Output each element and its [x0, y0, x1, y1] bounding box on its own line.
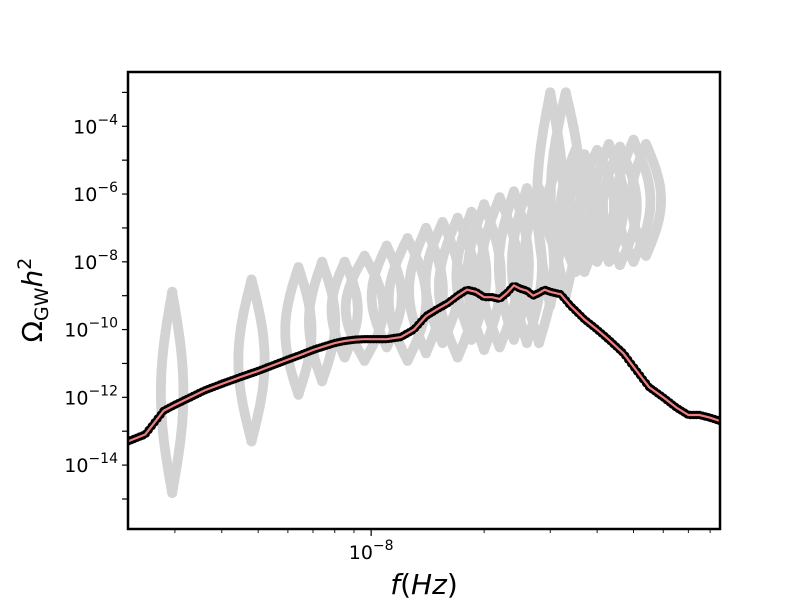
- source-point: [381, 240, 392, 251]
- y-tick-label: 10−10: [64, 316, 118, 342]
- y-tick-label: 10−6: [73, 180, 118, 206]
- source-point: [508, 186, 519, 197]
- source-point: [521, 183, 532, 194]
- source-point: [466, 206, 477, 217]
- source-point: [560, 87, 571, 98]
- source-point: [579, 149, 590, 160]
- spectrum-line: [128, 284, 720, 443]
- source-point: [167, 286, 178, 297]
- source-point: [402, 233, 413, 244]
- source-point: [570, 145, 581, 155]
- source-point: [494, 192, 505, 203]
- ticks: [122, 91, 711, 536]
- individual-sources-series: [155, 87, 667, 498]
- source-column: [626, 139, 667, 261]
- source-point: [641, 139, 651, 149]
- source-point: [479, 199, 490, 210]
- x-axis-title: f(Hz): [390, 568, 458, 600]
- y-tick-label: 10−12: [64, 383, 118, 409]
- source-point: [603, 139, 614, 149]
- source-point: [359, 250, 370, 261]
- total-spectrum-series: [128, 282, 720, 446]
- source-point: [628, 134, 639, 145]
- source-point: [614, 141, 625, 152]
- source-column: [366, 240, 407, 353]
- x-tick-label: 10−8: [349, 538, 394, 564]
- source-point: [339, 256, 350, 267]
- y-tick-label: 10−4: [73, 112, 118, 138]
- source-column: [155, 286, 189, 498]
- axis-labels: 10−4 10−6 10−8 10−10 10−12 10−14 10−8 f(Hz) ΩGWh…: [14, 112, 458, 600]
- plot-area: [128, 87, 720, 498]
- source-point: [293, 262, 304, 273]
- plot-frame: [126, 70, 722, 531]
- y-tick-label: 10−8: [73, 248, 118, 274]
- source-column: [611, 134, 656, 267]
- source-point: [317, 256, 328, 267]
- source-point: [437, 217, 448, 227]
- source-point: [421, 222, 431, 233]
- source-point: [545, 87, 556, 98]
- source-point: [592, 145, 603, 155]
- y-tick-label: 10−14: [64, 451, 118, 477]
- source-column: [233, 274, 270, 447]
- source-point: [246, 274, 257, 285]
- y-axis-title: ΩGWh2: [14, 258, 53, 343]
- source-point: [452, 212, 463, 223]
